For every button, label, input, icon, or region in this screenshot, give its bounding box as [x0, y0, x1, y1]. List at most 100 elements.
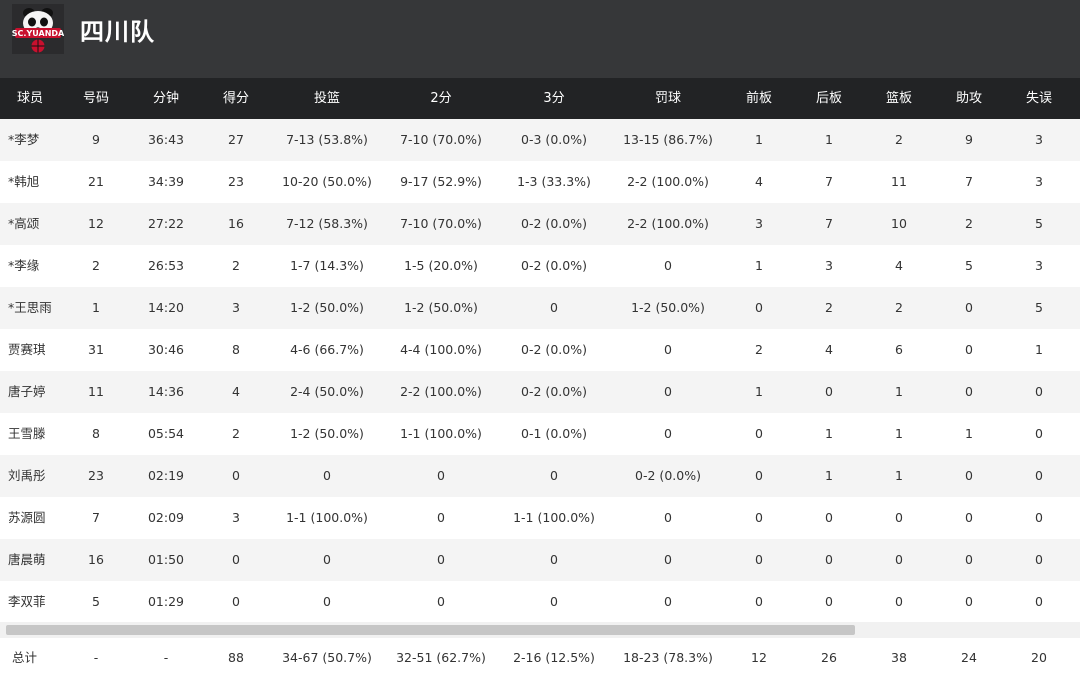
cell-player: 李双菲	[8, 594, 46, 609]
cell-minutes: 26:53	[147, 258, 185, 273]
cell-minutes: 14:20	[147, 300, 185, 315]
cell-minutes: 34:39	[147, 174, 185, 189]
cell-tov: 0	[1035, 468, 1043, 483]
cell-reb: 1	[895, 468, 903, 483]
cell-tov: 0	[1035, 510, 1043, 525]
team-name: 四川队	[80, 18, 155, 46]
cell-oreb: 0	[755, 594, 763, 609]
cell-ast: 5	[965, 258, 973, 273]
cell-ast: 0	[965, 594, 973, 609]
cell-ft: 1-2 (50.0%)	[631, 300, 705, 315]
cell-dreb: 2	[825, 300, 833, 315]
cell-minutes: 02:09	[147, 510, 185, 525]
cell-ft: 2-2 (100.0%)	[627, 216, 709, 231]
cell-points: 0	[232, 552, 240, 567]
cell-two-pt: 1-1 (100.0%)	[400, 426, 482, 441]
cell-points: 2	[232, 426, 240, 441]
cell-ft: 0	[664, 510, 672, 525]
cell-reb: 1	[895, 384, 903, 399]
cell-points: 0	[232, 594, 240, 609]
cell-tov: 3	[1035, 258, 1043, 273]
horizontal-scrollbar[interactable]	[0, 622, 1080, 638]
cell-fg: 4-6 (66.7%)	[290, 342, 364, 357]
cell-points: 0	[232, 468, 240, 483]
cell-tov: 5	[1035, 300, 1043, 315]
cell-player: 刘禹彤	[8, 468, 46, 483]
cell-tov: 3	[1035, 132, 1043, 147]
cell-ast: 0	[965, 342, 973, 357]
cell-minutes: 27:22	[147, 216, 185, 231]
cell-oreb: 1	[755, 132, 763, 147]
cell-fg: 1-2 (50.0%)	[290, 426, 364, 441]
cell-fg: 7-13 (53.8%)	[286, 132, 368, 147]
cell-two-pt: 4-4 (100.0%)	[400, 342, 482, 357]
cell-minutes: 14:36	[147, 384, 185, 399]
column-header-dreb: 后板	[815, 91, 842, 106]
cell-ast: 7	[965, 174, 973, 189]
cell-two-pt: 2-2 (100.0%)	[400, 384, 482, 399]
cell-three-pt: 0-2 (0.0%)	[521, 384, 587, 399]
cell-three-pt: 0-3 (0.0%)	[521, 132, 587, 147]
cell-oreb: 0	[755, 300, 763, 315]
cell-two-pt: 0	[437, 510, 445, 525]
cell-three-pt: 0-2 (0.0%)	[521, 258, 587, 273]
cell-ast: 0	[965, 468, 973, 483]
cell-dreb: 0	[825, 552, 833, 567]
total-ft: 18-23 (78.3%)	[623, 650, 713, 665]
total-three-pt: 2-16 (12.5%)	[513, 650, 595, 665]
cell-reb: 0	[895, 594, 903, 609]
table-row: 刘禹彤 23 02:19 0 0 0 0 0-2 (0.0%) 0 1 1 0 0	[0, 455, 1080, 497]
cell-tov: 0	[1035, 384, 1043, 399]
cell-number: 9	[92, 132, 100, 147]
cell-three-pt: 0	[550, 594, 558, 609]
cell-dreb: 7	[825, 174, 833, 189]
column-header-points: 得分	[222, 91, 249, 106]
cell-tov: 5	[1035, 216, 1043, 231]
cell-player: *李缘	[8, 258, 40, 273]
cell-ft: 0	[664, 342, 672, 357]
cell-reb: 4	[895, 258, 903, 273]
cell-points: 27	[228, 132, 244, 147]
cell-tov: 0	[1035, 426, 1043, 441]
cell-reb: 10	[891, 216, 907, 231]
total-fg: 34-67 (50.7%)	[282, 650, 372, 665]
cell-minutes: 36:43	[147, 132, 185, 147]
column-header-oreb: 前板	[745, 91, 772, 106]
cell-ast: 0	[965, 384, 973, 399]
cell-three-pt: 1-3 (33.3%)	[517, 174, 591, 189]
table-row: 唐子婷 11 14:36 4 2-4 (50.0%) 2-2 (100.0%) 0-2 (0…	[0, 371, 1080, 413]
cell-oreb: 3	[755, 216, 763, 231]
cell-fg: 0	[323, 594, 331, 609]
cell-oreb: 1	[755, 258, 763, 273]
cell-fg: 2-4 (50.0%)	[290, 384, 364, 399]
total-points: 88	[228, 650, 244, 665]
table-row: 唐晨萌 16 01:50 0 0 0 0 0 0 0 0 0 0	[0, 539, 1080, 581]
cell-player: *李梦	[8, 132, 40, 147]
cell-oreb: 0	[755, 426, 763, 441]
cell-three-pt: 0-1 (0.0%)	[521, 426, 587, 441]
cell-ast: 9	[965, 132, 973, 147]
cell-two-pt: 1-5 (20.0%)	[404, 258, 478, 273]
cell-two-pt: 9-17 (52.9%)	[400, 174, 482, 189]
cell-tov: 0	[1035, 552, 1043, 567]
cell-dreb: 3	[825, 258, 833, 273]
cell-oreb: 0	[755, 552, 763, 567]
scrollbar-thumb[interactable]	[6, 625, 855, 635]
table-row: *王思雨 1 14:20 3 1-2 (50.0%) 1-2 (50.0%) 0 1-2 (5…	[0, 287, 1080, 329]
table-header: 球员 号码 分钟 得分 投篮 2分 3分 罚球 前板 后板 篮板 助攻 失误	[0, 78, 1080, 119]
cell-three-pt: 0-2 (0.0%)	[521, 216, 587, 231]
cell-three-pt: 0-2 (0.0%)	[521, 342, 587, 357]
cell-points: 23	[228, 174, 244, 189]
cell-points: 2	[232, 258, 240, 273]
cell-ft: 0	[664, 258, 672, 273]
cell-minutes: 05:54	[147, 426, 185, 441]
cell-ft: 0	[664, 552, 672, 567]
table-row: 苏源圆 7 02:09 3 1-1 (100.0%) 0 1-1 (100.0%) 0 0 0 0 0…	[0, 497, 1080, 539]
cell-fg: 1-1 (100.0%)	[286, 510, 368, 525]
cell-three-pt: 1-1 (100.0%)	[513, 510, 595, 525]
cell-dreb: 1	[825, 468, 833, 483]
table-row: 李双菲 5 01:29 0 0 0 0 0 0 0 0 0 0	[0, 581, 1080, 623]
total-reb: 38	[891, 650, 907, 665]
cell-number: 23	[88, 468, 104, 483]
total-oreb: 12	[751, 650, 767, 665]
